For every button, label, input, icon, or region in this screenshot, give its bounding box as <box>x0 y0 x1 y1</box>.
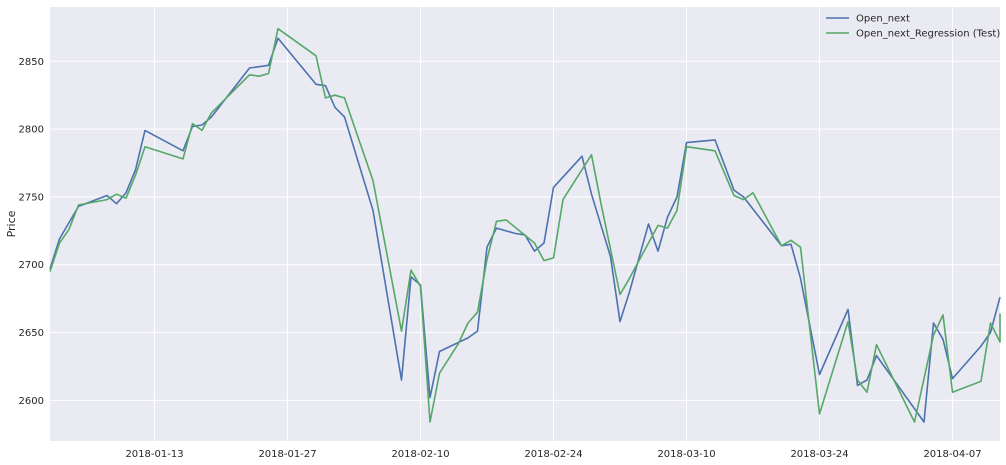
y-tick-label: 2700 <box>19 260 44 271</box>
x-tick-label: 2018-03-10 <box>657 449 715 460</box>
x-tick-label: 2018-02-10 <box>391 449 449 460</box>
y-tick-label: 2850 <box>19 57 44 68</box>
x-tick-label: 2018-01-27 <box>258 449 316 460</box>
y-tick-label: 2600 <box>19 396 44 407</box>
x-tick-label: 2018-01-13 <box>125 449 183 460</box>
plot-area-background <box>50 7 1000 441</box>
series-line-2 <box>49 27 1001 423</box>
x-tick-labels: 2018-01-13 2018-01-27 2018-02-10 2018-02-24… <box>125 449 981 460</box>
legend-label-1: Open_next <box>856 14 910 25</box>
x-tick-label: 2018-04-07 <box>923 449 981 460</box>
series-lines <box>49 27 1001 423</box>
x-tick-label: 2018-03-24 <box>790 449 848 460</box>
y-tick-label: 2750 <box>19 192 44 203</box>
x-tick-label: 2018-02-24 <box>524 449 582 460</box>
y-axis-title: Price <box>5 210 18 237</box>
legend: Open_next Open_next_Regression (Test) <box>826 14 1000 40</box>
y-tick-labels: 2600 2650 2700 2750 2800 2850 <box>19 57 44 407</box>
y-tick-label: 2650 <box>19 328 44 339</box>
legend-label-2: Open_next_Regression (Test) <box>856 29 1000 40</box>
y-tick-label: 2800 <box>19 125 44 136</box>
grid-lines <box>50 7 1000 441</box>
